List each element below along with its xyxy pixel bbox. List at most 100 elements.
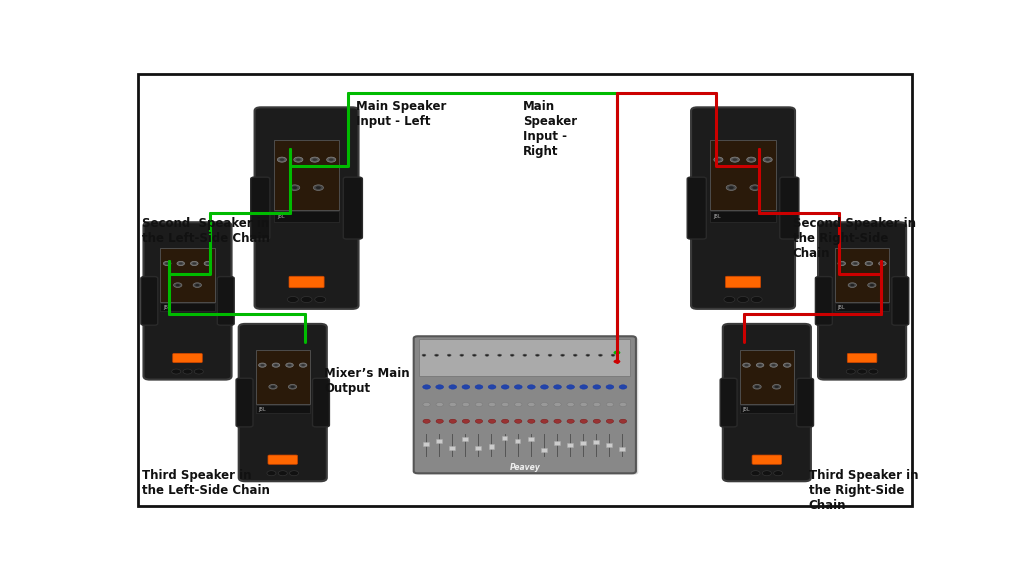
Circle shape bbox=[165, 262, 169, 265]
Circle shape bbox=[290, 471, 299, 476]
Circle shape bbox=[288, 364, 292, 366]
Circle shape bbox=[567, 402, 574, 406]
Circle shape bbox=[840, 262, 844, 265]
Circle shape bbox=[290, 185, 300, 191]
Circle shape bbox=[573, 354, 578, 356]
Circle shape bbox=[586, 354, 590, 356]
Circle shape bbox=[848, 283, 856, 288]
Text: Second  Speaker in
the Left-Side Chain: Second Speaker in the Left-Side Chain bbox=[142, 217, 270, 245]
Bar bbox=[554, 441, 560, 445]
FancyBboxPatch shape bbox=[255, 107, 358, 309]
Circle shape bbox=[292, 186, 297, 189]
Text: JBL: JBL bbox=[742, 406, 750, 412]
Circle shape bbox=[462, 419, 470, 423]
Circle shape bbox=[580, 402, 588, 406]
FancyBboxPatch shape bbox=[343, 177, 362, 239]
Bar bbox=[502, 436, 507, 440]
Circle shape bbox=[857, 369, 866, 374]
Circle shape bbox=[177, 261, 184, 266]
Circle shape bbox=[164, 261, 171, 266]
Bar bbox=[541, 448, 547, 452]
Circle shape bbox=[729, 186, 734, 189]
Circle shape bbox=[278, 157, 287, 162]
Bar bbox=[581, 441, 586, 445]
Circle shape bbox=[310, 157, 319, 162]
FancyBboxPatch shape bbox=[892, 277, 908, 325]
Circle shape bbox=[436, 419, 443, 423]
Circle shape bbox=[750, 185, 760, 191]
Circle shape bbox=[867, 262, 870, 265]
Circle shape bbox=[527, 402, 535, 406]
Circle shape bbox=[548, 354, 552, 356]
Bar bbox=[739, 350, 794, 404]
Circle shape bbox=[566, 385, 574, 389]
Circle shape bbox=[291, 386, 295, 388]
Circle shape bbox=[554, 385, 561, 389]
Circle shape bbox=[510, 354, 514, 356]
Circle shape bbox=[462, 385, 470, 389]
Bar bbox=[527, 437, 534, 441]
Circle shape bbox=[749, 158, 754, 161]
Bar bbox=[515, 439, 520, 443]
Bar bbox=[463, 437, 468, 441]
Text: Second Speaker in
the Right-Side
Chain: Second Speaker in the Right-Side Chain bbox=[793, 217, 915, 260]
Circle shape bbox=[838, 261, 846, 266]
Circle shape bbox=[312, 158, 317, 161]
Bar bbox=[256, 405, 310, 413]
FancyBboxPatch shape bbox=[847, 354, 877, 363]
Bar bbox=[567, 443, 572, 447]
Circle shape bbox=[274, 364, 278, 366]
FancyBboxPatch shape bbox=[752, 455, 781, 464]
Circle shape bbox=[606, 385, 613, 389]
Bar bbox=[620, 447, 626, 451]
Circle shape bbox=[423, 419, 430, 423]
Circle shape bbox=[606, 419, 613, 423]
Circle shape bbox=[846, 369, 855, 374]
Circle shape bbox=[541, 385, 549, 389]
Text: JBL: JBL bbox=[258, 406, 266, 412]
Circle shape bbox=[752, 296, 762, 302]
Circle shape bbox=[313, 185, 324, 191]
Circle shape bbox=[580, 419, 588, 423]
Circle shape bbox=[260, 364, 264, 366]
Circle shape bbox=[436, 385, 443, 389]
Bar bbox=[436, 439, 442, 444]
Circle shape bbox=[751, 471, 760, 476]
FancyBboxPatch shape bbox=[414, 336, 636, 474]
Circle shape bbox=[286, 363, 293, 367]
FancyBboxPatch shape bbox=[141, 277, 158, 325]
Circle shape bbox=[726, 185, 736, 191]
Circle shape bbox=[881, 262, 885, 265]
Circle shape bbox=[460, 354, 464, 356]
Circle shape bbox=[620, 385, 627, 389]
Circle shape bbox=[593, 402, 600, 406]
Bar bbox=[450, 445, 455, 450]
Circle shape bbox=[301, 296, 312, 302]
Circle shape bbox=[296, 158, 301, 161]
Circle shape bbox=[753, 385, 761, 389]
Circle shape bbox=[746, 157, 756, 162]
Text: JBL: JBL bbox=[714, 214, 721, 219]
FancyBboxPatch shape bbox=[143, 222, 231, 379]
Circle shape bbox=[195, 369, 204, 374]
Circle shape bbox=[765, 158, 770, 161]
Circle shape bbox=[485, 354, 488, 356]
Circle shape bbox=[515, 419, 522, 423]
Circle shape bbox=[593, 419, 600, 423]
Circle shape bbox=[785, 364, 790, 366]
Bar bbox=[161, 303, 215, 312]
FancyBboxPatch shape bbox=[687, 177, 707, 239]
Circle shape bbox=[193, 262, 197, 265]
FancyBboxPatch shape bbox=[312, 378, 330, 427]
Circle shape bbox=[271, 386, 275, 388]
FancyBboxPatch shape bbox=[268, 455, 298, 464]
Circle shape bbox=[436, 402, 443, 406]
Circle shape bbox=[753, 186, 758, 189]
Bar bbox=[739, 405, 794, 413]
Circle shape bbox=[204, 261, 212, 266]
Bar bbox=[488, 444, 495, 449]
Text: Peavey: Peavey bbox=[509, 463, 541, 472]
Circle shape bbox=[732, 158, 737, 161]
Circle shape bbox=[879, 261, 886, 266]
Circle shape bbox=[447, 354, 452, 356]
